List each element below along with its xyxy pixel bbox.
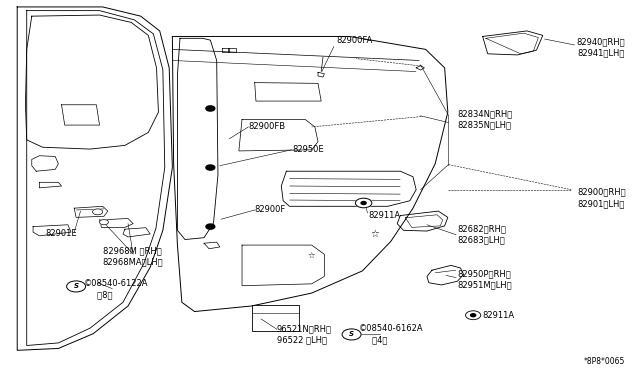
- Text: 82900（RH）
82901（LH）: 82900（RH） 82901（LH）: [578, 188, 627, 208]
- Text: 82911A: 82911A: [369, 211, 401, 220]
- Text: S: S: [74, 283, 79, 289]
- Text: 82950E: 82950E: [292, 145, 324, 154]
- Circle shape: [465, 311, 481, 320]
- Circle shape: [342, 329, 361, 340]
- Text: ©08540-6122A
     （8）: ©08540-6122A （8）: [84, 279, 148, 299]
- Circle shape: [100, 219, 108, 225]
- Circle shape: [355, 198, 372, 208]
- Text: 82900FB: 82900FB: [248, 122, 285, 131]
- Circle shape: [206, 224, 215, 229]
- Text: ©08540-6162A
     （4）: ©08540-6162A （4）: [359, 324, 424, 344]
- Text: 82968M （RH）
82968MA（LH）: 82968M （RH） 82968MA（LH）: [102, 246, 163, 266]
- Text: 82900FA: 82900FA: [337, 36, 373, 45]
- Text: 82682（RH）
82683（LH）: 82682（RH） 82683（LH）: [458, 225, 506, 245]
- Text: *8P8*0065: *8P8*0065: [584, 357, 625, 366]
- Text: 82900F: 82900F: [255, 205, 286, 215]
- Text: S: S: [349, 331, 354, 337]
- Circle shape: [361, 202, 366, 205]
- Text: 82901E: 82901E: [45, 230, 77, 238]
- Text: 82940（RH）
82941（LH）: 82940（RH） 82941（LH）: [577, 38, 625, 58]
- Text: 82950P（RH）
82951M（LH）: 82950P（RH） 82951M（LH）: [458, 269, 512, 289]
- Circle shape: [93, 209, 102, 215]
- Text: 96521N（RH）
96522 （LH）: 96521N（RH） 96522 （LH）: [277, 324, 332, 344]
- Circle shape: [206, 165, 215, 170]
- Text: ☆: ☆: [371, 229, 380, 239]
- Text: 82834N（RH）
82835N（LH）: 82834N（RH） 82835N（LH）: [458, 109, 513, 129]
- Circle shape: [470, 314, 476, 317]
- Circle shape: [206, 106, 215, 111]
- Text: ☆: ☆: [308, 251, 316, 261]
- Text: 82911A: 82911A: [483, 311, 515, 320]
- Circle shape: [67, 281, 86, 292]
